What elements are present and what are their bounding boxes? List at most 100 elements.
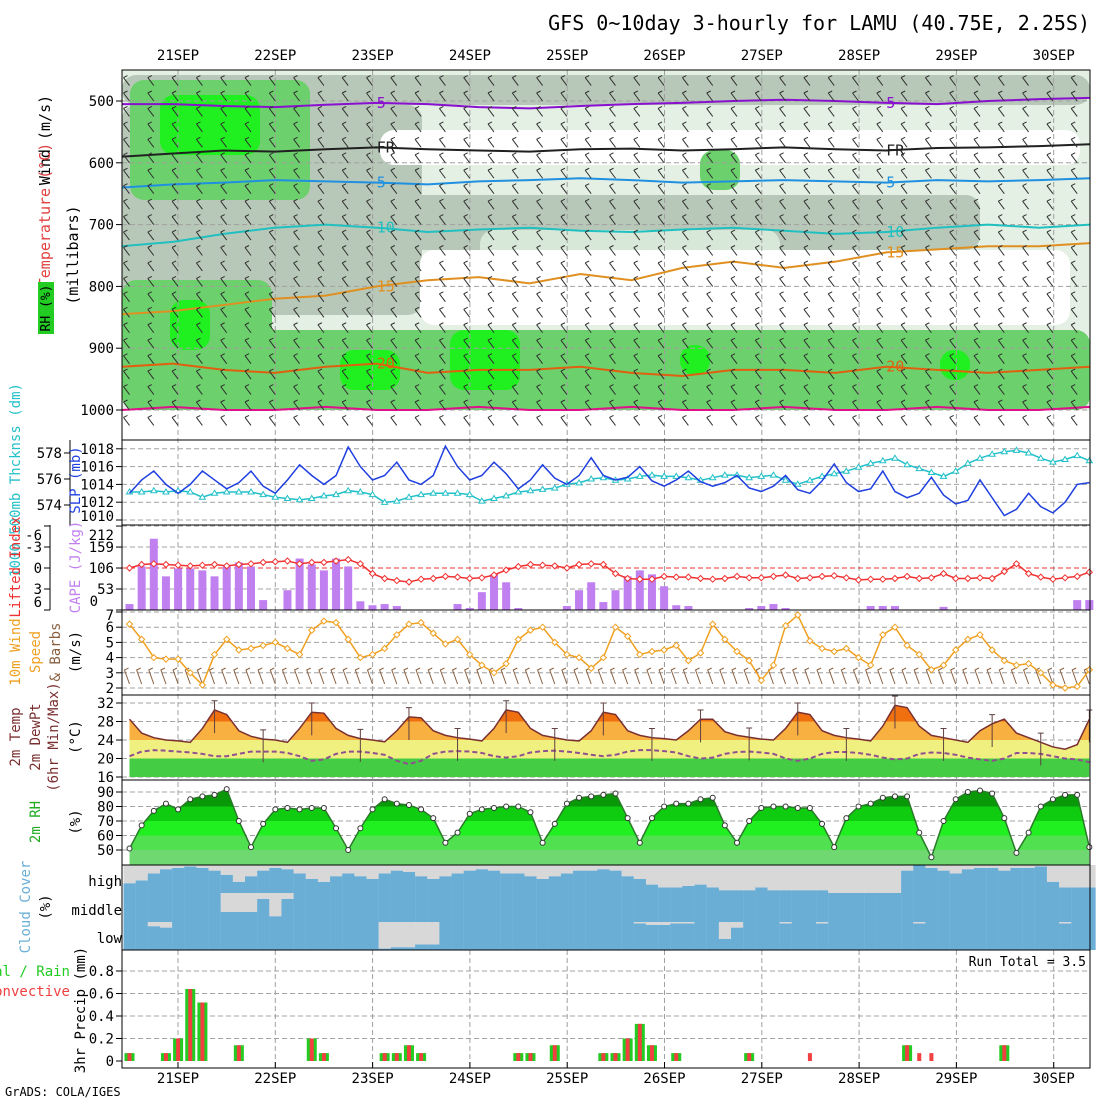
thickness-point xyxy=(283,494,292,501)
upper-wind-barb xyxy=(925,384,932,395)
upper-wind-barb xyxy=(827,136,835,148)
upper-wind-barb xyxy=(706,291,714,303)
cloud-mid-bar xyxy=(269,916,282,922)
upper-wind-barb xyxy=(876,121,884,133)
cloud-low-bar xyxy=(257,922,270,950)
minmax-whisker xyxy=(794,702,801,736)
cloud-low-bar xyxy=(888,922,902,950)
rh-point xyxy=(1013,849,1020,856)
cape-ylabel: CAPE (J/kg) xyxy=(68,521,84,614)
rh-point xyxy=(806,804,813,811)
upper-wind-barb xyxy=(317,399,325,411)
wind-speed-point xyxy=(538,623,547,631)
upper-wind-barb xyxy=(268,229,276,241)
li-point xyxy=(526,560,535,569)
upper-wind-barb xyxy=(1022,337,1029,349)
upper-wind-barb xyxy=(706,183,714,194)
li-point xyxy=(636,575,644,583)
upper-wind-barb xyxy=(366,322,373,334)
wind-speed-point xyxy=(247,644,255,653)
upper-wind-barb xyxy=(1022,198,1029,210)
cloud-gap xyxy=(755,865,768,888)
upper-wind-barb xyxy=(876,229,884,241)
upper-wind-barb xyxy=(220,106,228,117)
thickness-point xyxy=(818,472,826,479)
upper-wind-barb xyxy=(997,306,1005,318)
upper-wind-barb xyxy=(803,353,811,364)
upper-wind-barb xyxy=(536,415,543,426)
li-point xyxy=(951,574,960,583)
cape-bar xyxy=(392,606,401,610)
cloud-gap xyxy=(913,922,926,924)
cloud-mid-bar xyxy=(621,893,634,922)
upper-wind-barb xyxy=(973,136,981,148)
cloud-high-bar xyxy=(658,887,671,893)
bottom-date-label: 24SEP xyxy=(449,1071,491,1087)
slp-tick-label: 1012 xyxy=(80,495,114,511)
upper-wind-barb xyxy=(779,198,786,210)
cloud-low-bar xyxy=(1010,922,1023,950)
upper-wind-barb xyxy=(827,384,835,395)
upper-wind-barb xyxy=(171,384,179,395)
upper-wind-barb xyxy=(366,214,373,225)
thickness-point xyxy=(307,494,316,501)
li-point xyxy=(320,558,328,567)
upper-wind-barb xyxy=(293,152,300,164)
humidity-patch xyxy=(340,350,400,390)
upper-wind-barb xyxy=(584,275,592,287)
cloud-gap xyxy=(633,922,647,924)
cloud-high-bar xyxy=(560,873,574,893)
li-tick-label: 3 xyxy=(34,582,42,598)
upper-wind-barb xyxy=(949,121,957,133)
upper-wind-barb xyxy=(949,275,957,287)
upper-wind-barb xyxy=(487,399,495,411)
cloud-mid-bar xyxy=(220,911,233,922)
upper-wind-barb xyxy=(439,337,446,349)
upper-wind-barb xyxy=(439,106,446,117)
thickness-point xyxy=(781,476,790,483)
upper-wind-barb xyxy=(900,337,908,349)
wind-barb xyxy=(233,667,240,685)
upper-wind-barb xyxy=(852,399,859,411)
upper-wind-barb xyxy=(268,368,276,380)
upper-wind-barb xyxy=(536,167,543,179)
pressure-ylabel: (millibars) xyxy=(64,205,82,304)
cloud-low-bar xyxy=(949,922,962,950)
cloud-high-bar xyxy=(281,869,294,893)
upper-wind-barb xyxy=(633,167,641,179)
rh-point xyxy=(430,815,437,822)
upper-wind-barb xyxy=(487,106,495,117)
cape-bar xyxy=(247,566,255,610)
upper-wind-barb xyxy=(123,214,130,225)
upper-wind-barb xyxy=(366,399,373,411)
wind-barb xyxy=(937,667,945,685)
upper-wind-barb xyxy=(220,415,228,426)
humidity-patch xyxy=(450,330,520,390)
cloud-mid-bar xyxy=(123,893,136,922)
upper-wind-barb xyxy=(584,306,592,318)
wind-speed-point xyxy=(939,661,948,669)
cloud-high-bar xyxy=(475,869,489,893)
cloud-mid-bar xyxy=(913,893,926,922)
cloud-low-bar xyxy=(828,922,841,950)
upper-wind-barb xyxy=(439,368,446,380)
upper-wind-barb xyxy=(317,106,325,117)
upper-wind-barb xyxy=(439,322,446,334)
upper-wind-barb xyxy=(560,198,568,210)
cape-bar xyxy=(137,566,146,610)
precip-conv-bar xyxy=(807,1053,812,1061)
upper-wind-barb xyxy=(1070,136,1078,148)
upper-wind-barb xyxy=(803,368,811,380)
upper-wind-barb xyxy=(973,306,981,318)
upper-wind-barb xyxy=(341,214,349,225)
upper-wind-barb xyxy=(511,198,519,210)
cloud-high-bar xyxy=(220,874,233,893)
upper-wind-barb xyxy=(997,214,1005,225)
upper-wind-barb xyxy=(341,322,349,334)
upper-wind-barb xyxy=(730,275,738,287)
upper-wind-barb xyxy=(779,90,786,102)
cloud-low-bar xyxy=(500,922,513,950)
upper-wind-barb xyxy=(633,291,641,303)
rh-point xyxy=(126,845,133,852)
upper-wind-barb xyxy=(706,90,714,102)
